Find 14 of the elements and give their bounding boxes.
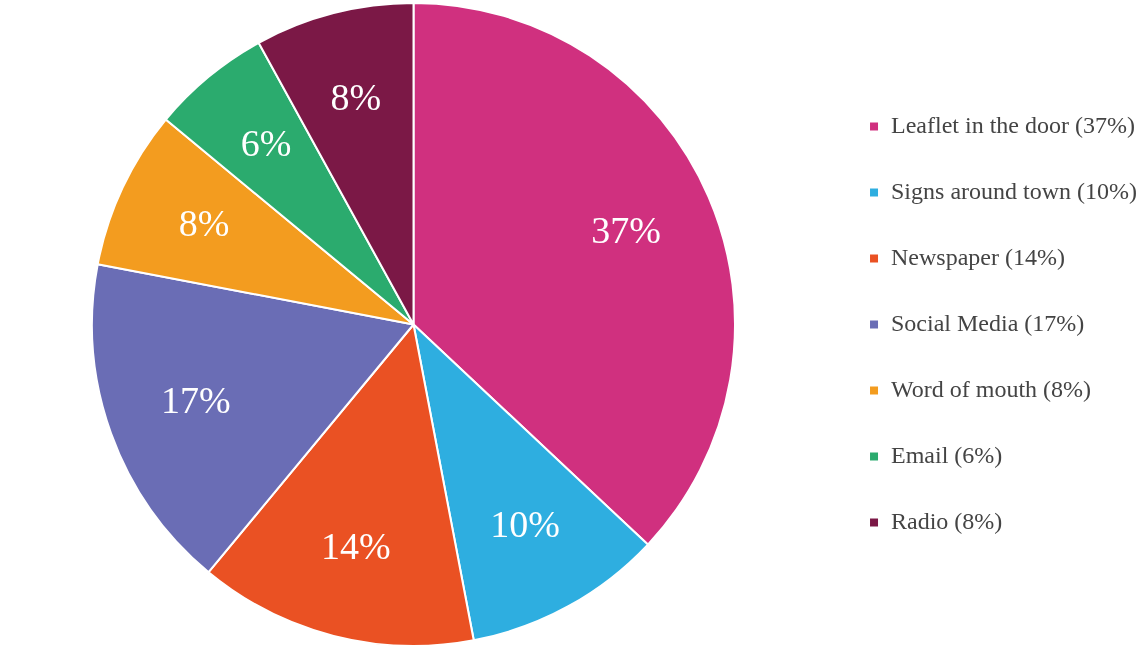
data-label: 10%	[490, 503, 560, 546]
data-label: 8%	[178, 201, 230, 244]
legend-label: Word of mouth (8%)	[891, 375, 1092, 402]
data-label: 17%	[160, 378, 231, 421]
legend-label: Signs around town (10%)	[891, 177, 1138, 204]
data-label: 6%	[240, 122, 292, 165]
legend-label: Radio (8%)	[891, 507, 1003, 534]
data-label: 8%	[330, 76, 382, 119]
legend-label: Email (6%)	[891, 441, 1003, 468]
legend-label: Leaflet in the door (37%)	[891, 111, 1135, 138]
data-label: 14%	[321, 524, 391, 567]
legend-label: Social Media (17%)	[891, 309, 1085, 336]
data-label: 37%	[591, 208, 661, 251]
legend-label: Newspaper (14%)	[891, 243, 1065, 270]
